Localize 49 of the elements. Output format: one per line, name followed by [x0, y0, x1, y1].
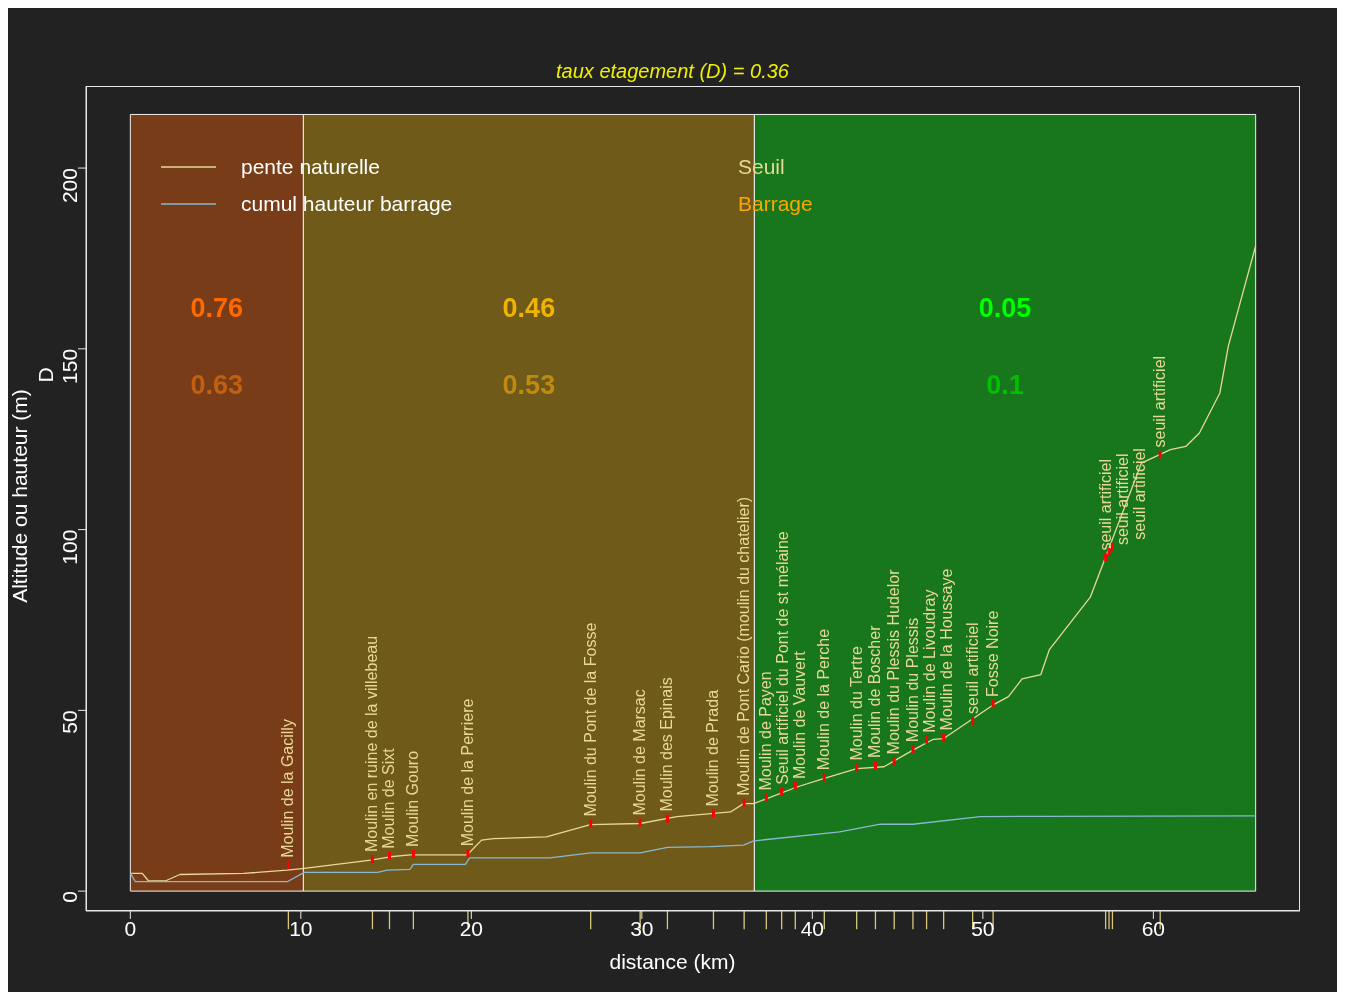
annotation: Moulin de Marsac [631, 689, 649, 816]
annotation: seuil artificiel [963, 622, 981, 714]
y-tick-label: 200 [58, 168, 82, 204]
annotation: Moulin de Pont Cario (moulin du chatelier) [735, 496, 753, 796]
annotation: Moulin du Pont de la Fosse [581, 622, 599, 817]
y2-axis-title: D [34, 366, 58, 385]
annotation: Moulin de Livoudray [920, 589, 938, 733]
annotation: seuil artificiel [1113, 453, 1131, 546]
legend-label: cumul hauteur barrage [241, 191, 453, 216]
y-tick-label: 150 [58, 348, 82, 384]
x-axis-title: distance (km) [608, 950, 737, 974]
x-tick-label: 0 [124, 916, 137, 940]
annotation: Seuil artificiel du Pont de st mélaine [774, 531, 792, 785]
annotation: Moulin des Epinais [658, 677, 676, 812]
annotation: Moulin de Prada [704, 689, 722, 807]
annotation: 0.53 [501, 370, 557, 402]
annotation: seuil artificiel [1096, 458, 1114, 551]
annotation: 0.1 [985, 370, 1025, 402]
annotation: 0.05 [977, 293, 1033, 325]
x-tick-label: 30 [630, 916, 654, 940]
annotation: Moulin de Vauvert [791, 650, 809, 779]
annotation: Moulin du Plessis [903, 617, 921, 743]
annotation: Moulin de Payen [757, 671, 775, 791]
annotation: Moulin de la Gacilly [279, 719, 297, 858]
chart-title: taux etagement (D) = 0.36 [555, 60, 790, 83]
annotation: seuil artificiel [1130, 448, 1148, 540]
annotation: Moulin de Sixt [380, 747, 398, 849]
y-tick-label: 100 [58, 529, 82, 565]
annotation: Moulin du Tertre [847, 646, 865, 761]
y-tick-label: 50 [58, 710, 82, 734]
annotation: Moulin de la Perriere [458, 698, 476, 847]
annotation: 0.76 [189, 293, 245, 325]
annotation: seuil artificiel [1151, 355, 1169, 448]
annotation: Moulin en ruine de la villebeau [363, 635, 381, 853]
annotation: Moulin Gouro [404, 750, 422, 847]
annotation: Fosse Noire [984, 610, 1002, 697]
annotation: Moulin de la Houssaye [937, 568, 955, 731]
x-tick-label: 20 [459, 916, 484, 940]
y-tick-label: 0 [58, 891, 82, 903]
annotation: 0.46 [501, 293, 557, 325]
x-tick-label: 60 [1141, 916, 1166, 940]
x-tick-label: 50 [971, 916, 995, 940]
x-tick-label: 10 [289, 916, 313, 940]
annotation: Moulin de la Perche [815, 628, 833, 771]
annotation: Moulin de Boscher [866, 624, 884, 759]
annotation: Moulin du Plessis Hudelor [885, 568, 903, 755]
annotation: 0.63 [189, 370, 245, 402]
x-tick-label: 40 [800, 916, 825, 940]
y-axis-title: Altitude ou hauteur (m) [8, 387, 32, 605]
